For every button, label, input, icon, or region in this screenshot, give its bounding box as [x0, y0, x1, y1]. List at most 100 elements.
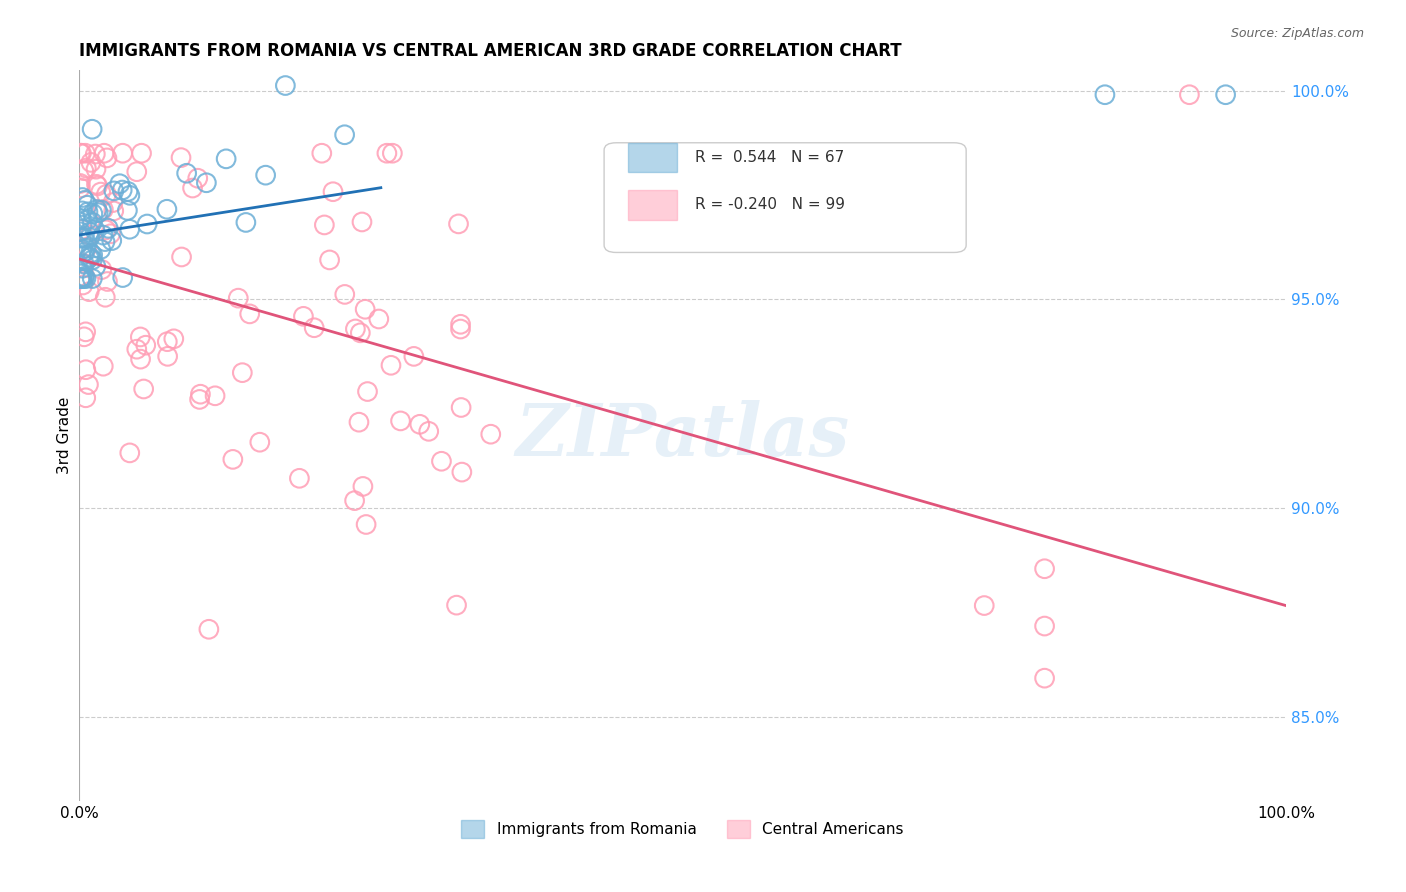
Point	[82, 122, 104, 136]
Point	[72, 190, 94, 204]
Point	[314, 218, 336, 232]
Point	[76, 212, 98, 227]
Point	[90, 203, 112, 218]
Point	[80, 155, 103, 169]
Point	[450, 322, 472, 336]
Point	[75, 391, 97, 405]
Point	[69, 225, 91, 239]
Point	[163, 332, 186, 346]
Text: ZIPatlas: ZIPatlas	[516, 400, 849, 471]
Point	[156, 349, 179, 363]
Point	[79, 246, 101, 260]
Point	[72, 278, 94, 293]
Point	[82, 207, 104, 221]
Point	[204, 389, 226, 403]
Point	[118, 222, 141, 236]
Point	[75, 241, 97, 255]
Point	[222, 452, 245, 467]
Point	[79, 250, 101, 264]
Point	[1215, 87, 1237, 102]
Point	[198, 622, 221, 636]
Point	[100, 234, 122, 248]
Point	[70, 270, 93, 285]
Text: Source: ZipAtlas.com: Source: ZipAtlas.com	[1230, 27, 1364, 40]
Point	[350, 215, 373, 229]
Point	[84, 259, 107, 273]
Point	[226, 291, 249, 305]
Point	[318, 252, 340, 267]
Point	[333, 128, 356, 142]
Point	[70, 271, 93, 285]
Point	[93, 146, 115, 161]
Point	[96, 275, 118, 289]
Point	[82, 271, 104, 285]
Point	[72, 261, 94, 276]
Point	[389, 414, 412, 428]
Point	[82, 215, 104, 229]
Point	[73, 269, 96, 284]
Point	[77, 285, 100, 299]
Point	[479, 427, 502, 442]
Point	[79, 225, 101, 239]
Point	[75, 161, 97, 175]
Point	[100, 227, 122, 241]
Bar	[628, 143, 676, 172]
Point	[235, 215, 257, 229]
Point	[70, 231, 93, 245]
Point	[72, 231, 94, 245]
Point	[249, 435, 271, 450]
Point	[118, 446, 141, 460]
Point	[69, 181, 91, 195]
Point	[90, 262, 112, 277]
Point	[84, 162, 107, 177]
Point	[117, 203, 139, 218]
Point	[70, 203, 93, 218]
Point	[69, 271, 91, 285]
Point	[94, 290, 117, 304]
Point	[190, 387, 212, 401]
Point	[87, 205, 110, 219]
Point	[86, 178, 108, 193]
Point	[97, 221, 120, 235]
Bar	[628, 190, 676, 219]
Point	[354, 517, 377, 532]
Point	[101, 195, 124, 210]
Point	[75, 271, 97, 285]
Point	[195, 176, 218, 190]
Point	[70, 243, 93, 257]
Point	[254, 168, 277, 182]
Point	[136, 217, 159, 231]
Point	[77, 204, 100, 219]
Point	[349, 326, 371, 340]
Point	[103, 184, 125, 198]
Text: R = -0.240   N = 99: R = -0.240 N = 99	[695, 197, 845, 212]
Point	[70, 218, 93, 232]
Point	[170, 250, 193, 264]
Point	[111, 146, 134, 161]
Point	[125, 164, 148, 178]
Point	[125, 342, 148, 356]
Point	[77, 377, 100, 392]
Point	[73, 194, 96, 208]
Point	[302, 320, 325, 334]
Point	[76, 198, 98, 212]
Point	[418, 425, 440, 439]
Point	[69, 211, 91, 226]
Point	[375, 146, 398, 161]
Point	[70, 271, 93, 285]
Point	[91, 228, 114, 243]
Point	[430, 454, 453, 468]
Point	[82, 248, 104, 262]
Point	[450, 318, 472, 332]
Point	[83, 223, 105, 237]
Point	[292, 310, 315, 324]
Point	[176, 166, 198, 180]
Point	[86, 202, 108, 217]
Point	[82, 252, 104, 267]
Point	[73, 330, 96, 344]
Point	[94, 235, 117, 249]
Point	[402, 350, 425, 364]
Point	[188, 392, 211, 407]
Point	[311, 146, 333, 161]
Point	[187, 171, 209, 186]
